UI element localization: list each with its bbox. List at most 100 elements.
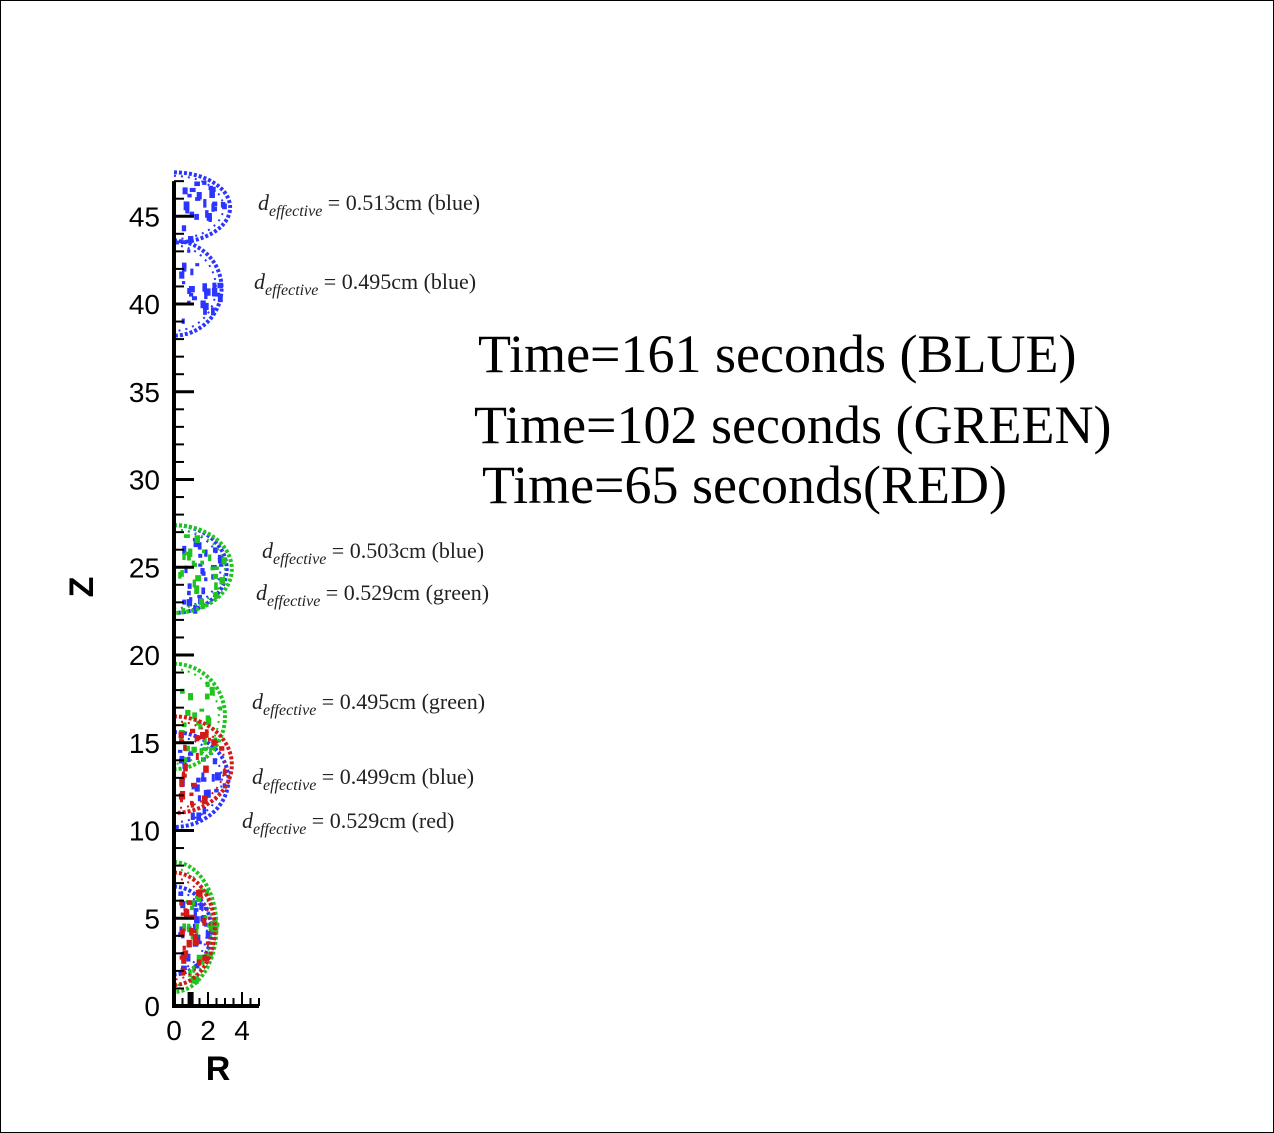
z-axis-title: Z xyxy=(63,577,101,598)
bubble-speck xyxy=(217,282,224,289)
bubble-speck xyxy=(195,263,200,267)
bubble-speck xyxy=(206,789,211,798)
z-tick-label: 25 xyxy=(129,552,160,583)
z-tick-label: 10 xyxy=(129,816,160,847)
bubble-speck xyxy=(178,749,183,753)
bubble-speck xyxy=(222,203,227,210)
bubble-speck xyxy=(194,964,200,969)
bubble-speck xyxy=(208,213,212,223)
bubble-speck xyxy=(197,594,202,599)
bubble-outline-inner xyxy=(173,720,226,810)
bubble-speck xyxy=(219,577,226,585)
bubble-speck xyxy=(183,909,190,918)
bubble-speck xyxy=(191,560,196,565)
bubble-speck xyxy=(178,571,182,579)
bubble-speck xyxy=(212,573,219,579)
bubble-speck xyxy=(181,225,187,232)
bubble-speck xyxy=(183,534,190,538)
bubble-speck xyxy=(213,206,218,212)
bubble-speck xyxy=(196,954,203,964)
bubble-speck xyxy=(181,957,187,964)
bubble-speck xyxy=(211,203,215,212)
bubble-speck xyxy=(205,941,211,945)
bubble-speck xyxy=(190,905,195,911)
annotation-blue: deffective = 0.499cm (blue) xyxy=(252,764,474,794)
bubble-speck xyxy=(194,213,199,220)
bubble-outline xyxy=(173,170,233,245)
bubble-speck xyxy=(184,745,190,752)
z-tick-label: 0 xyxy=(144,991,160,1022)
bubble-speck xyxy=(178,891,184,896)
bubble-speck xyxy=(183,757,188,763)
bubble-speck xyxy=(219,563,224,567)
annotation-green: deffective = 0.529cm (green) xyxy=(256,580,489,610)
bubble-speck xyxy=(187,752,194,756)
bubble-speck xyxy=(202,747,208,751)
bubble-outline xyxy=(173,870,217,987)
bubble-speck xyxy=(200,560,204,565)
bubble-speck xyxy=(199,708,205,712)
bubble-speck xyxy=(201,795,208,805)
bubble-speck xyxy=(187,300,191,304)
bubble-speck xyxy=(202,302,209,310)
bubble-speck xyxy=(204,288,211,296)
z-tick-label: 20 xyxy=(129,640,160,671)
bubble-speck xyxy=(209,747,213,756)
bubble-speck xyxy=(178,731,184,739)
bubble-speck xyxy=(211,773,215,782)
bubble-speck xyxy=(222,769,227,776)
bubble-speck xyxy=(190,935,194,940)
z-tick-label: 15 xyxy=(129,728,160,759)
time-label-green: Time=102 seconds (GREEN) xyxy=(474,395,1111,455)
bubble-speck xyxy=(212,758,218,765)
bubble-speck xyxy=(199,748,203,756)
bubble-speck xyxy=(181,771,186,781)
bubble-speck xyxy=(205,715,211,725)
annotation-blue: deffective = 0.503cm (blue) xyxy=(262,538,484,568)
bubble-speck xyxy=(180,968,186,976)
bubble-speck xyxy=(180,912,185,916)
bubble-speck xyxy=(191,900,196,906)
bubble-speck xyxy=(199,598,205,606)
bubble-speck xyxy=(212,919,218,924)
bubble-speck xyxy=(195,895,202,899)
bubble-speck xyxy=(201,587,206,595)
bubble-speck xyxy=(192,923,197,933)
r-tick-label: 4 xyxy=(234,1015,250,1046)
z-tick-label: 30 xyxy=(129,465,160,496)
bubble-speck xyxy=(187,583,192,589)
bubble-speck xyxy=(204,693,210,700)
bubble-speck xyxy=(188,236,194,243)
bubble-outline-inner xyxy=(173,528,226,610)
bubble-speck xyxy=(200,568,205,575)
bubble-speck xyxy=(217,294,223,303)
bubble-speck xyxy=(179,930,185,936)
bubble-speck xyxy=(214,292,221,297)
bubble-speck xyxy=(209,189,215,199)
bubble-speck xyxy=(188,292,194,297)
bubble-speck xyxy=(199,902,203,910)
bubble-speck xyxy=(203,199,207,208)
bubble-speck xyxy=(181,608,186,612)
bubble-speck xyxy=(194,585,200,594)
bubble-speck xyxy=(201,772,205,779)
bubble-speck xyxy=(179,778,185,788)
bubble-outline xyxy=(173,860,219,994)
bubble-speck xyxy=(209,686,215,696)
bubble-speck xyxy=(211,287,218,297)
bubble-speck xyxy=(189,728,196,734)
bubble-speck xyxy=(182,923,187,932)
bubble-marks xyxy=(173,170,234,1006)
bubble-speck xyxy=(208,185,213,191)
bubble-speck xyxy=(191,562,197,567)
bubble-speck xyxy=(188,693,193,701)
bubble-speck xyxy=(201,549,206,554)
bubble-speck xyxy=(197,889,203,897)
bubble-outline-inner xyxy=(173,877,211,981)
bubble-speck xyxy=(184,565,188,574)
bubble-speck xyxy=(207,737,212,741)
bubble-speck xyxy=(180,570,184,577)
bubble-outline xyxy=(173,238,224,338)
bubble-speck xyxy=(202,917,207,926)
